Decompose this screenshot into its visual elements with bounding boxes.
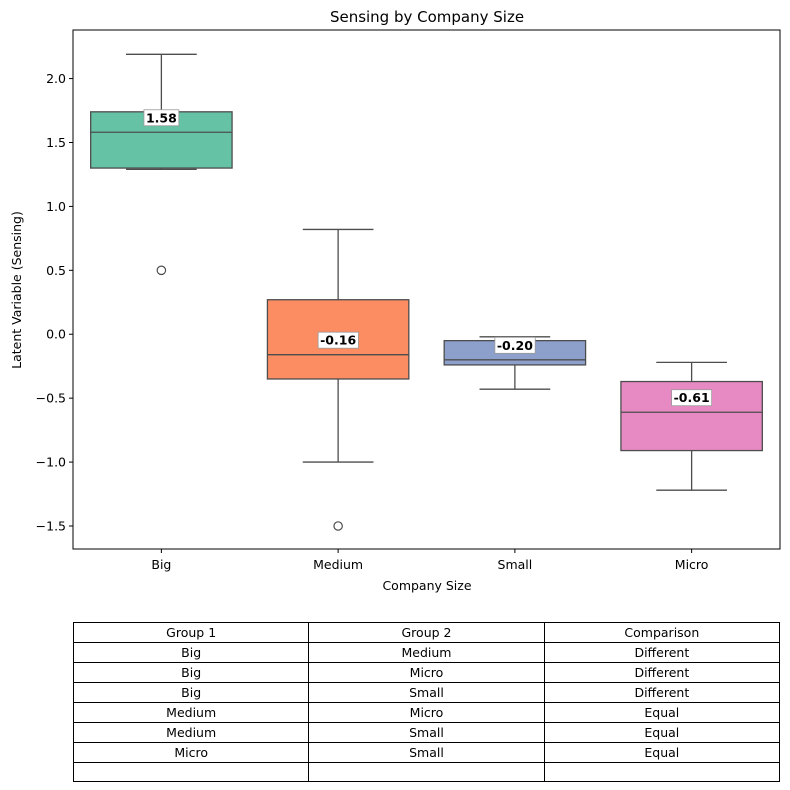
y-tick-label: 0.0 (46, 327, 66, 342)
header-comparison: Comparison (543, 622, 781, 643)
box-small: -0.20 (443, 336, 587, 390)
box-micro: -0.61 (620, 361, 763, 491)
y-axis-label: Latent Variable (Sensing) (9, 211, 24, 369)
median-label-background (317, 331, 359, 349)
box-plot-chart: Sensing by Company Size −1.5 −1.0 −0.5 0.0 0… (9, 8, 781, 593)
x-tick-label: Small (498, 557, 533, 572)
table-cell: Big (72, 682, 310, 703)
table-row: Medium Small Equal (72, 722, 781, 743)
y-axis-ticks: −1.5 −1.0 −0.5 0.0 0.5 1.0 1.5 2.0 (36, 71, 73, 533)
table-cell: Small (308, 682, 545, 703)
y-tick-label: −0.5 (36, 391, 66, 406)
table-header-row: Group 1 Group 2 Comparison (72, 622, 781, 643)
table-cell: Medium (72, 702, 310, 723)
table-cell: Micro (308, 702, 545, 723)
chart-title: Sensing by Company Size (330, 8, 524, 26)
outlier-point (156, 265, 167, 276)
median-label-text: -0.61 (674, 390, 710, 405)
table-empty-cell (308, 762, 545, 782)
box-medium: -0.16 (266, 228, 410, 531)
x-tick-label: Medium (313, 557, 363, 572)
table-cell: Equal (543, 722, 781, 743)
table-cell: Big (72, 642, 310, 663)
table-cell: Micro (72, 742, 310, 763)
table-row: Medium Micro Equal (72, 702, 781, 723)
outlier-point (333, 521, 343, 531)
table-cell: Medium (308, 642, 545, 663)
header-group-1: Group 1 (72, 622, 310, 643)
comparison-table: Group 1 Group 2 Comparison Big Medium Di… (72, 622, 781, 782)
box-body (90, 111, 233, 169)
table-empty-row (72, 762, 781, 782)
table-empty-cell (72, 762, 310, 782)
median-label-background (671, 389, 713, 407)
median-value-label: -0.61 (671, 389, 713, 407)
median-value-label: 1.58 (143, 109, 180, 127)
plot-frame (72, 29, 781, 550)
table-row: Big Small Different (72, 682, 781, 703)
y-tick-label: 0.5 (46, 263, 66, 278)
table-empty-cell (543, 762, 781, 782)
y-tick-label: 1.0 (46, 199, 66, 214)
y-tick-label: 2.0 (46, 71, 66, 86)
box-big: 1.58 (90, 53, 233, 276)
table-cell: Big (72, 662, 310, 683)
table-cell: Medium (72, 722, 310, 743)
x-axis-label: Company Size (382, 578, 471, 593)
median-label-background (143, 109, 180, 127)
table-cell: Small (308, 742, 545, 763)
table-cell: Different (543, 642, 781, 663)
y-tick-label: 1.5 (46, 135, 66, 150)
median-value-label: -0.16 (317, 331, 359, 349)
table-row: Big Medium Different (72, 642, 781, 663)
table-cell: Small (308, 722, 545, 743)
table-cell: Equal (543, 702, 781, 723)
header-group-2: Group 2 (308, 622, 545, 643)
table-cell: Different (543, 662, 781, 683)
median-label-text: -0.16 (320, 333, 356, 348)
x-tick-label: Micro (675, 557, 709, 572)
median-label-text: 1.58 (146, 110, 177, 125)
table-row: Micro Small Equal (72, 742, 781, 763)
table-cell: Different (543, 682, 781, 703)
median-value-label: -0.20 (494, 336, 536, 354)
y-tick-label: −1.0 (36, 455, 66, 470)
table-cell: Micro (308, 662, 545, 683)
table-cell: Equal (543, 742, 781, 763)
x-axis-ticks: Big Medium Small Micro (151, 549, 708, 572)
median-label-text: -0.20 (497, 338, 533, 353)
x-tick-label: Big (151, 557, 171, 572)
box-series: 1.58 -0.16 -0.20 -0.61 (90, 53, 763, 531)
table-row: Big Micro Different (72, 662, 781, 683)
y-tick-label: −1.5 (36, 518, 66, 533)
median-label-background (494, 336, 536, 354)
